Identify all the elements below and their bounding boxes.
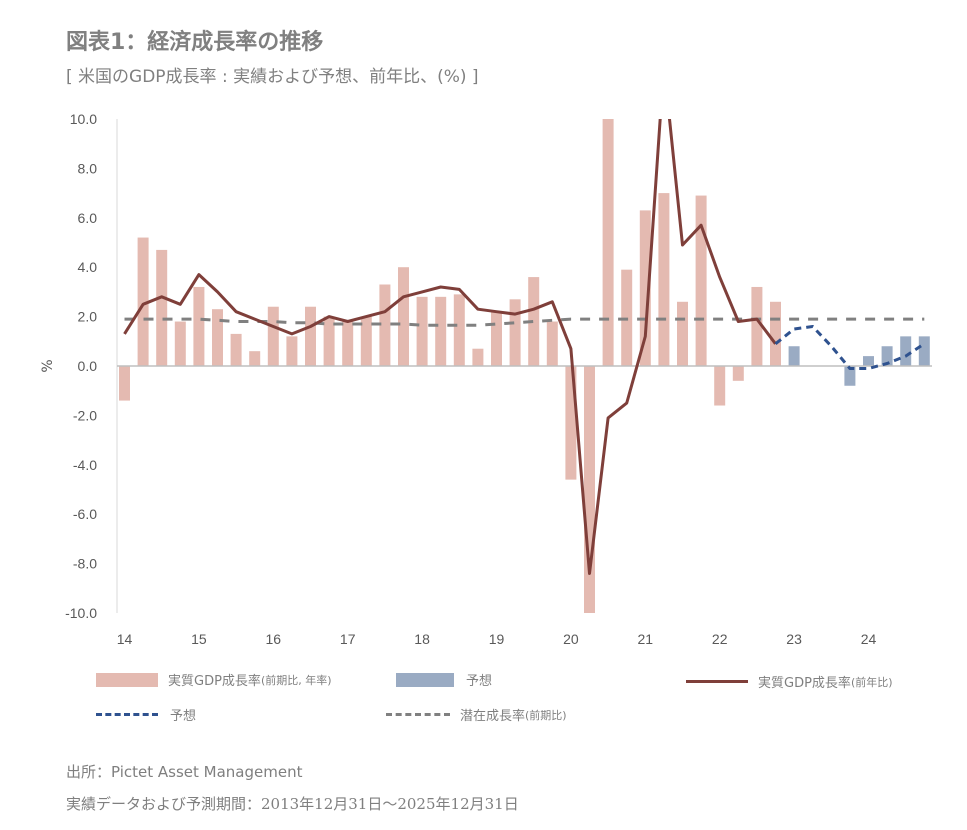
legend-note: (前期比, 年率)	[260, 673, 332, 687]
x-tick-label: 23	[786, 631, 802, 647]
legend-bar-actual: 実質GDP成長率 (前期比, 年率)	[96, 670, 332, 689]
bar	[267, 306, 279, 366]
legend-bar-forecast: 予想	[396, 670, 492, 689]
bar	[119, 366, 130, 401]
y-tick-label: 2.0	[78, 309, 98, 325]
bar	[156, 249, 168, 366]
bar	[918, 336, 930, 366]
legend-swatch	[686, 680, 748, 683]
x-tick-label: 22	[712, 631, 728, 647]
x-tick-label: 14	[117, 631, 133, 647]
bar	[695, 195, 707, 366]
legend-note: (前年比)	[850, 675, 893, 689]
legend-swatch	[96, 672, 158, 687]
bar	[881, 346, 893, 366]
bar	[230, 333, 242, 366]
legend-line-actual: 実質GDP成長率 (前年比)	[686, 672, 893, 691]
bar	[472, 348, 484, 366]
source-note: 出所：Pictet Asset Management	[66, 763, 303, 781]
potential-growth-line	[124, 317, 925, 327]
bar	[546, 321, 558, 366]
bar	[398, 267, 409, 366]
bar	[286, 336, 298, 366]
bar	[788, 346, 800, 366]
bar	[584, 366, 595, 613]
x-tick-label: 19	[489, 631, 505, 647]
bar	[137, 237, 149, 366]
gdp-yoy-line	[123, 119, 777, 575]
bar	[453, 294, 465, 366]
bar	[323, 316, 335, 366]
bar	[491, 311, 502, 366]
bar	[174, 321, 186, 366]
legend-label: 実質GDP成長率	[168, 674, 261, 689]
legend-label: 予想	[170, 709, 197, 724]
x-tick-label: 20	[563, 631, 579, 647]
y-tick-label: 4.0	[78, 259, 98, 275]
y-tick-label: 8.0	[78, 160, 98, 176]
x-tick-label: 17	[340, 631, 356, 647]
y-tick-label: 0.0	[78, 358, 98, 374]
bar	[770, 301, 781, 366]
chart-subtitle: [ 米国のGDP成長率 : 実績および予想、前年比、(%) ]	[66, 67, 479, 87]
legend-line-forecast: 予想	[96, 705, 196, 724]
bar	[677, 301, 688, 366]
x-tick-label: 24	[861, 631, 877, 647]
y-tick-label: -4.0	[73, 457, 97, 473]
x-tick-label: 18	[414, 631, 430, 647]
legend-label: 予想	[466, 674, 493, 689]
legend-label: 実質GDP成長率	[758, 676, 851, 691]
bar	[379, 284, 391, 366]
forecast-yoy-line	[774, 325, 926, 370]
legend-note: (前期比)	[525, 708, 567, 722]
x-tick-label: 16	[266, 631, 282, 647]
y-tick-label: 10.0	[70, 111, 97, 127]
bar	[249, 351, 261, 366]
y-tick-label: -8.0	[73, 556, 97, 572]
bar	[844, 366, 856, 386]
legend-potential: 潜在成長率 (前期比)	[386, 705, 567, 724]
bar	[509, 299, 521, 366]
bar	[360, 316, 372, 366]
x-tick-label: 15	[191, 631, 207, 647]
chart: 10.0 8.0 6.0 4.0 2.0 0.0 -2.0 -4.0 -6.0 -8.0 -10.0…	[40, 111, 932, 647]
bar	[528, 277, 540, 366]
period-note: 実績データおよび予測期間：2013年12月31日～2025年12月31日	[66, 795, 519, 813]
bar	[435, 296, 447, 366]
legend-swatch	[96, 713, 158, 716]
bar	[900, 336, 912, 366]
bar	[658, 193, 670, 366]
y-tick-label: -2.0	[73, 407, 97, 423]
legend-label: 潜在成長率	[460, 709, 526, 724]
bar	[732, 366, 744, 381]
y-tick-label: 6.0	[78, 210, 98, 226]
bar	[305, 306, 316, 366]
bar	[751, 286, 763, 366]
bar	[342, 321, 354, 366]
bar	[602, 119, 614, 366]
legend-swatch	[386, 713, 450, 716]
bar	[193, 286, 205, 366]
chart-title: 図表1：経済成長率の推移	[66, 30, 324, 55]
bar	[863, 356, 874, 366]
y-tick-label: -10.0	[65, 605, 97, 621]
bar	[212, 309, 223, 366]
legend-swatch	[396, 672, 454, 687]
bar	[416, 296, 428, 366]
y-axis-label: %	[40, 359, 56, 372]
y-tick-label: -6.0	[73, 506, 97, 522]
bar	[714, 366, 726, 406]
x-tick-label: 21	[638, 631, 654, 647]
bar	[639, 210, 651, 366]
bar	[565, 366, 577, 480]
